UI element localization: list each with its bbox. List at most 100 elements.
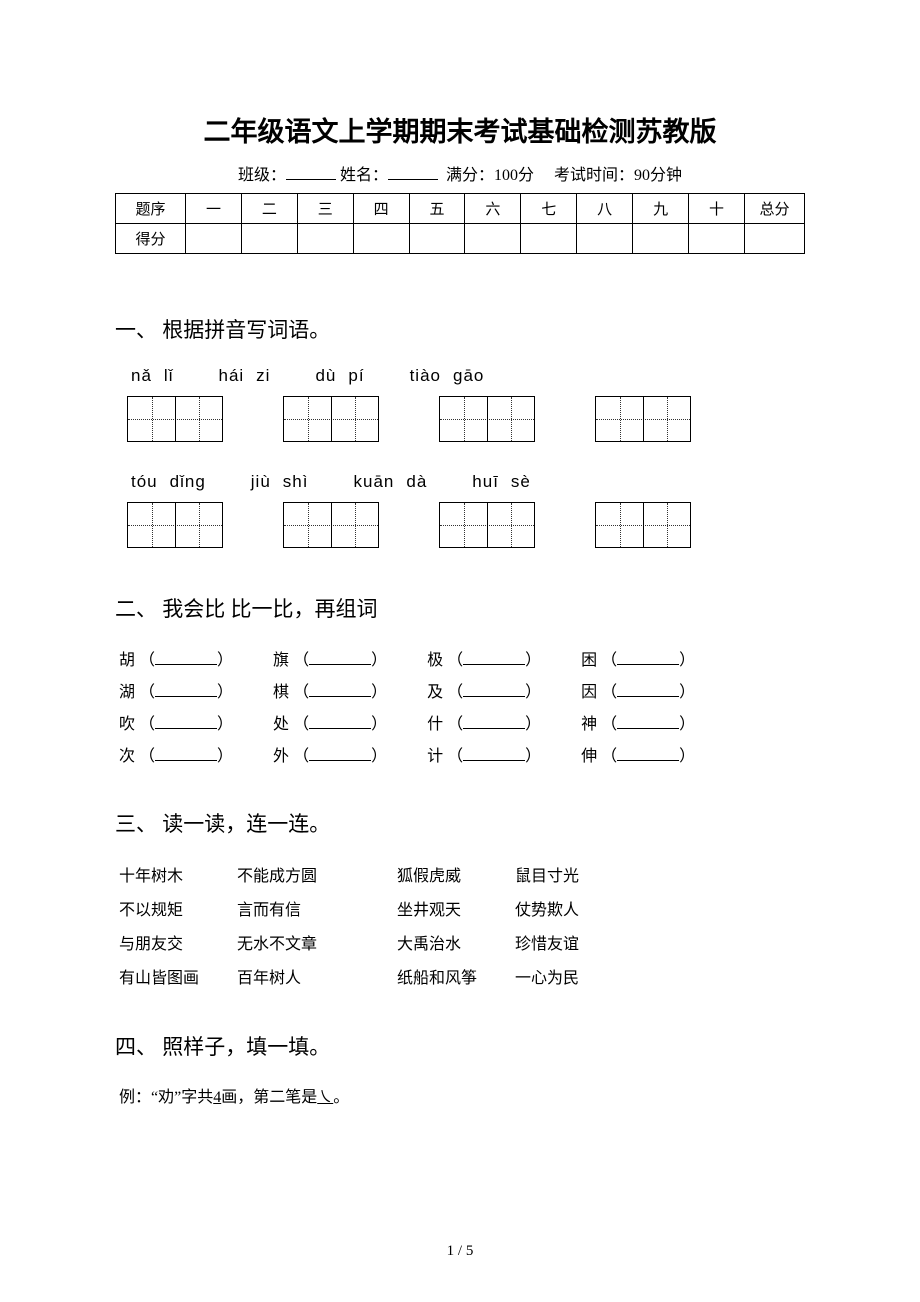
char-write-box[interactable] — [595, 502, 691, 548]
compare-row: 吹 （）处 （）什 （）神 （） — [119, 709, 805, 741]
th-10: 十 — [689, 194, 745, 224]
pinyin: huī — [472, 472, 499, 492]
pinyin: tóu — [131, 472, 158, 492]
match-col-1: 十年树木不以规矩与朋友交有山皆图画 — [119, 860, 199, 996]
char-write-box[interactable] — [127, 502, 223, 548]
compare-char: 困 — [581, 652, 597, 669]
match-item: 狐假虎威 — [397, 860, 477, 894]
match-col-4: 鼠目寸光仗势欺人珍惜友谊一心为民 — [515, 860, 579, 996]
compare-char: 极 — [427, 652, 443, 669]
compare-item: 胡 （） — [119, 645, 233, 677]
word-blank[interactable] — [155, 728, 217, 729]
compare-char: 神 — [581, 716, 597, 733]
char-write-box[interactable] — [127, 396, 223, 442]
word-blank[interactable] — [155, 760, 217, 761]
th-2: 二 — [241, 194, 297, 224]
char-box-row-2 — [115, 502, 805, 548]
score-header-row: 题序 一 二 三 四 五 六 七 八 九 十 总分 — [116, 194, 805, 224]
th-7: 七 — [521, 194, 577, 224]
word-blank[interactable] — [463, 664, 525, 665]
pinyin: kuān — [353, 472, 394, 492]
score-cell[interactable] — [297, 224, 353, 254]
score-cell[interactable] — [241, 224, 297, 254]
pinyin: pí — [348, 366, 364, 386]
char-write-box[interactable] — [283, 396, 379, 442]
compare-item: 旗 （） — [273, 645, 387, 677]
word-blank[interactable] — [463, 760, 525, 761]
pinyin-row-2: tóudǐng jiùshì kuāndà huīsè — [115, 472, 805, 492]
char-write-box[interactable] — [595, 396, 691, 442]
th-6: 六 — [465, 194, 521, 224]
word-blank[interactable] — [155, 696, 217, 697]
word-blank[interactable] — [617, 760, 679, 761]
pinyin: zi — [256, 366, 270, 386]
class-blank[interactable] — [286, 179, 336, 180]
compare-item: 什 （） — [427, 709, 541, 741]
score-cell[interactable] — [186, 224, 242, 254]
score-cell[interactable] — [689, 224, 745, 254]
compare-char: 胡 — [119, 652, 135, 669]
example-pre: 例：“劝”字共 — [119, 1089, 213, 1106]
word-blank[interactable] — [309, 728, 371, 729]
score-cell[interactable] — [633, 224, 689, 254]
char-write-box[interactable] — [439, 396, 535, 442]
example-line: 例：“劝”字共4画，第二笔是㇏。 — [115, 1083, 805, 1107]
name-blank[interactable] — [388, 179, 438, 180]
pinyin: shì — [283, 472, 309, 492]
char-write-box[interactable] — [283, 502, 379, 548]
compare-char: 什 — [427, 716, 443, 733]
score-cell[interactable] — [465, 224, 521, 254]
th-1: 一 — [186, 194, 242, 224]
match-item: 与朋友交 — [119, 928, 199, 962]
compare-char: 外 — [273, 748, 289, 765]
word-blank[interactable] — [309, 696, 371, 697]
compare-item: 伸 （） — [581, 741, 695, 773]
char-box-row-1 — [115, 396, 805, 442]
score-cell[interactable] — [745, 224, 805, 254]
score-value-row: 得分 — [116, 224, 805, 254]
page-footer: 1 / 5 — [0, 1243, 920, 1260]
pinyin: hái — [218, 366, 244, 386]
exam-title: 二年级语文上学期期末考试基础检测苏教版 — [115, 110, 805, 149]
match-block: 十年树木不以规矩与朋友交有山皆图画 不能成方圆言而有信无水不文章百年树人 狐假虎… — [115, 860, 805, 996]
score-cell[interactable] — [577, 224, 633, 254]
word-blank[interactable] — [617, 664, 679, 665]
pinyin: lǐ — [164, 366, 174, 386]
match-item: 有山皆图画 — [119, 962, 199, 996]
score-cell[interactable] — [409, 224, 465, 254]
compare-char: 次 — [119, 748, 135, 765]
compare-row: 胡 （）旗 （）极 （）困 （） — [119, 645, 805, 677]
word-blank[interactable] — [463, 696, 525, 697]
word-blank[interactable] — [309, 664, 371, 665]
match-item: 仗势欺人 — [515, 894, 579, 928]
word-blank[interactable] — [309, 760, 371, 761]
example-mid: 画，第二笔是 — [221, 1089, 317, 1106]
compare-item: 及 （） — [427, 677, 541, 709]
compare-item: 处 （） — [273, 709, 387, 741]
section-4-heading: 四、 照样子，填一填。 — [115, 1031, 805, 1061]
match-item: 纸船和风筝 — [397, 962, 477, 996]
compare-item: 困 （） — [581, 645, 695, 677]
word-blank[interactable] — [463, 728, 525, 729]
word-blank[interactable] — [617, 728, 679, 729]
compare-char: 及 — [427, 684, 443, 701]
match-item: 不以规矩 — [119, 894, 199, 928]
pinyin: dà — [406, 472, 427, 492]
match-col-3: 狐假虎威坐井观天大禹治水纸船和风筝 — [397, 860, 477, 996]
full-score: 满分：100分 — [446, 167, 534, 184]
match-item: 坐井观天 — [397, 894, 477, 928]
char-write-box[interactable] — [439, 502, 535, 548]
compare-item: 计 （） — [427, 741, 541, 773]
word-blank[interactable] — [155, 664, 217, 665]
compare-char: 棋 — [273, 684, 289, 701]
section-1-heading: 一、 根据拼音写词语。 — [115, 314, 805, 344]
compare-item: 因 （） — [581, 677, 695, 709]
score-label: 得分 — [116, 224, 186, 254]
score-cell[interactable] — [353, 224, 409, 254]
match-item: 百年树人 — [237, 962, 317, 996]
score-cell[interactable] — [521, 224, 577, 254]
pinyin: dù — [315, 366, 336, 386]
word-blank[interactable] — [617, 696, 679, 697]
pinyin: sè — [511, 472, 531, 492]
exam-time: 考试时间：90分钟 — [554, 167, 682, 184]
